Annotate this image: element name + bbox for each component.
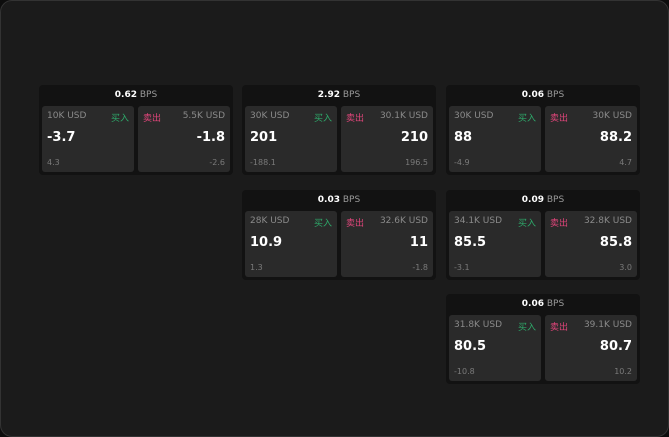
- spread-value: 0.06: [521, 90, 544, 100]
- sell-pane[interactable]: 卖出 30.1K USD 210 196.5: [341, 106, 433, 172]
- buy-label: 买入: [517, 219, 536, 229]
- buy-price: -3.7: [47, 130, 76, 145]
- buy-size: 10K USD: [47, 111, 87, 121]
- buy-size: 31.8K USD: [454, 320, 503, 330]
- buy-price: 201: [250, 130, 278, 145]
- sell-price: -1.8: [196, 130, 225, 145]
- spread-value: 0.03: [317, 195, 340, 205]
- buy-change: -3.1: [454, 263, 470, 272]
- buy-change: 4.3: [47, 158, 60, 167]
- buy-pane[interactable]: 34.1K USD 买入 85.5 -3.1: [449, 211, 541, 277]
- sell-label: 卖出: [346, 114, 365, 124]
- quote-card: 0.06 BPS 30K USD 买入 88 -4.9 卖出 30K USD 88.2 4.…: [446, 85, 640, 175]
- buy-pane[interactable]: 30K USD 买入 88 -4.9: [449, 106, 541, 172]
- buy-label: 买入: [110, 114, 129, 124]
- buy-size: 28K USD: [250, 216, 290, 226]
- spread-value: 0.06: [521, 299, 544, 309]
- buy-price: 85.5: [454, 235, 487, 250]
- buy-pane[interactable]: 10K USD 买入 -3.7 4.3: [42, 106, 134, 172]
- spread-header: 0.06 BPS: [449, 85, 637, 106]
- buy-change: -10.8: [454, 367, 475, 376]
- buy-change: -188.1: [250, 158, 276, 167]
- sell-change: 4.7: [619, 158, 632, 167]
- quote-card: 0.09 BPS 34.1K USD 买入 85.5 -3.1 卖出 32.8K USD…: [446, 190, 640, 280]
- buy-pane[interactable]: 28K USD 买入 10.9 1.3: [245, 211, 337, 277]
- sell-label: 卖出: [550, 219, 569, 229]
- sell-pane[interactable]: 卖出 32.8K USD 85.8 3.0: [545, 211, 637, 277]
- spread-header: 2.92 BPS: [245, 85, 433, 106]
- buy-price: 80.5: [454, 339, 487, 354]
- buy-label: 买入: [313, 114, 332, 124]
- spread-header: 0.09 BPS: [449, 190, 637, 211]
- spread-value: 0.09: [521, 195, 544, 205]
- sell-price: 80.7: [599, 339, 632, 354]
- spread-header: 0.03 BPS: [245, 190, 433, 211]
- sell-price: 11: [409, 235, 428, 250]
- quote-card: 0.62 BPS 10K USD 买入 -3.7 4.3 卖出 5.5K USD -1.8…: [39, 85, 233, 175]
- sell-label: 卖出: [550, 114, 569, 124]
- buy-label: 买入: [313, 219, 332, 229]
- spread-value: 2.92: [317, 90, 340, 100]
- buy-label: 买入: [517, 323, 536, 333]
- spread-unit: BPS: [342, 195, 361, 205]
- spread-unit: BPS: [546, 90, 565, 100]
- sell-change: 3.0: [619, 263, 632, 272]
- spread-unit: BPS: [546, 195, 565, 205]
- buy-change: -4.9: [454, 158, 470, 167]
- sell-size: 39.1K USD: [583, 320, 632, 330]
- sell-size: 32.6K USD: [379, 216, 428, 226]
- sell-pane[interactable]: 卖出 39.1K USD 80.7 10.2: [545, 315, 637, 381]
- sell-size: 30K USD: [592, 111, 632, 121]
- spread-unit: BPS: [342, 90, 361, 100]
- sell-size: 30.1K USD: [379, 111, 428, 121]
- buy-size: 34.1K USD: [454, 216, 503, 226]
- sell-size: 5.5K USD: [182, 111, 225, 121]
- sell-change: -1.8: [412, 263, 428, 272]
- buy-size: 30K USD: [250, 111, 290, 121]
- sell-pane[interactable]: 卖出 30K USD 88.2 4.7: [545, 106, 637, 172]
- spread-value: 0.62: [114, 90, 137, 100]
- sell-change: 196.5: [405, 158, 428, 167]
- sell-label: 卖出: [143, 114, 162, 124]
- buy-pane[interactable]: 31.8K USD 买入 80.5 -10.8: [449, 315, 541, 381]
- sell-price: 85.8: [599, 235, 632, 250]
- buy-price: 88: [454, 130, 473, 145]
- sell-price: 88.2: [599, 130, 632, 145]
- sell-change: -2.6: [209, 158, 225, 167]
- sell-label: 卖出: [550, 323, 569, 333]
- buy-pane[interactable]: 30K USD 买入 201 -188.1: [245, 106, 337, 172]
- sell-pane[interactable]: 卖出 5.5K USD -1.8 -2.6: [138, 106, 230, 172]
- spread-unit: BPS: [546, 299, 565, 309]
- spread-header: 0.06 BPS: [449, 294, 637, 315]
- spread-unit: BPS: [139, 90, 158, 100]
- quote-card: 0.03 BPS 28K USD 买入 10.9 1.3 卖出 32.6K USD 11 -…: [242, 190, 436, 280]
- spread-header: 0.62 BPS: [42, 85, 230, 106]
- buy-size: 30K USD: [454, 111, 494, 121]
- sell-price: 210: [400, 130, 428, 145]
- sell-size: 32.8K USD: [583, 216, 632, 226]
- sell-change: 10.2: [614, 367, 632, 376]
- buy-change: 1.3: [250, 263, 263, 272]
- sell-pane[interactable]: 卖出 32.6K USD 11 -1.8: [341, 211, 433, 277]
- quote-card: 0.06 BPS 31.8K USD 买入 80.5 -10.8 卖出 39.1K US…: [446, 294, 640, 384]
- quote-card: 2.92 BPS 30K USD 买入 201 -188.1 卖出 30.1K USD 2…: [242, 85, 436, 175]
- buy-label: 买入: [517, 114, 536, 124]
- buy-price: 10.9: [250, 235, 283, 250]
- sell-label: 卖出: [346, 219, 365, 229]
